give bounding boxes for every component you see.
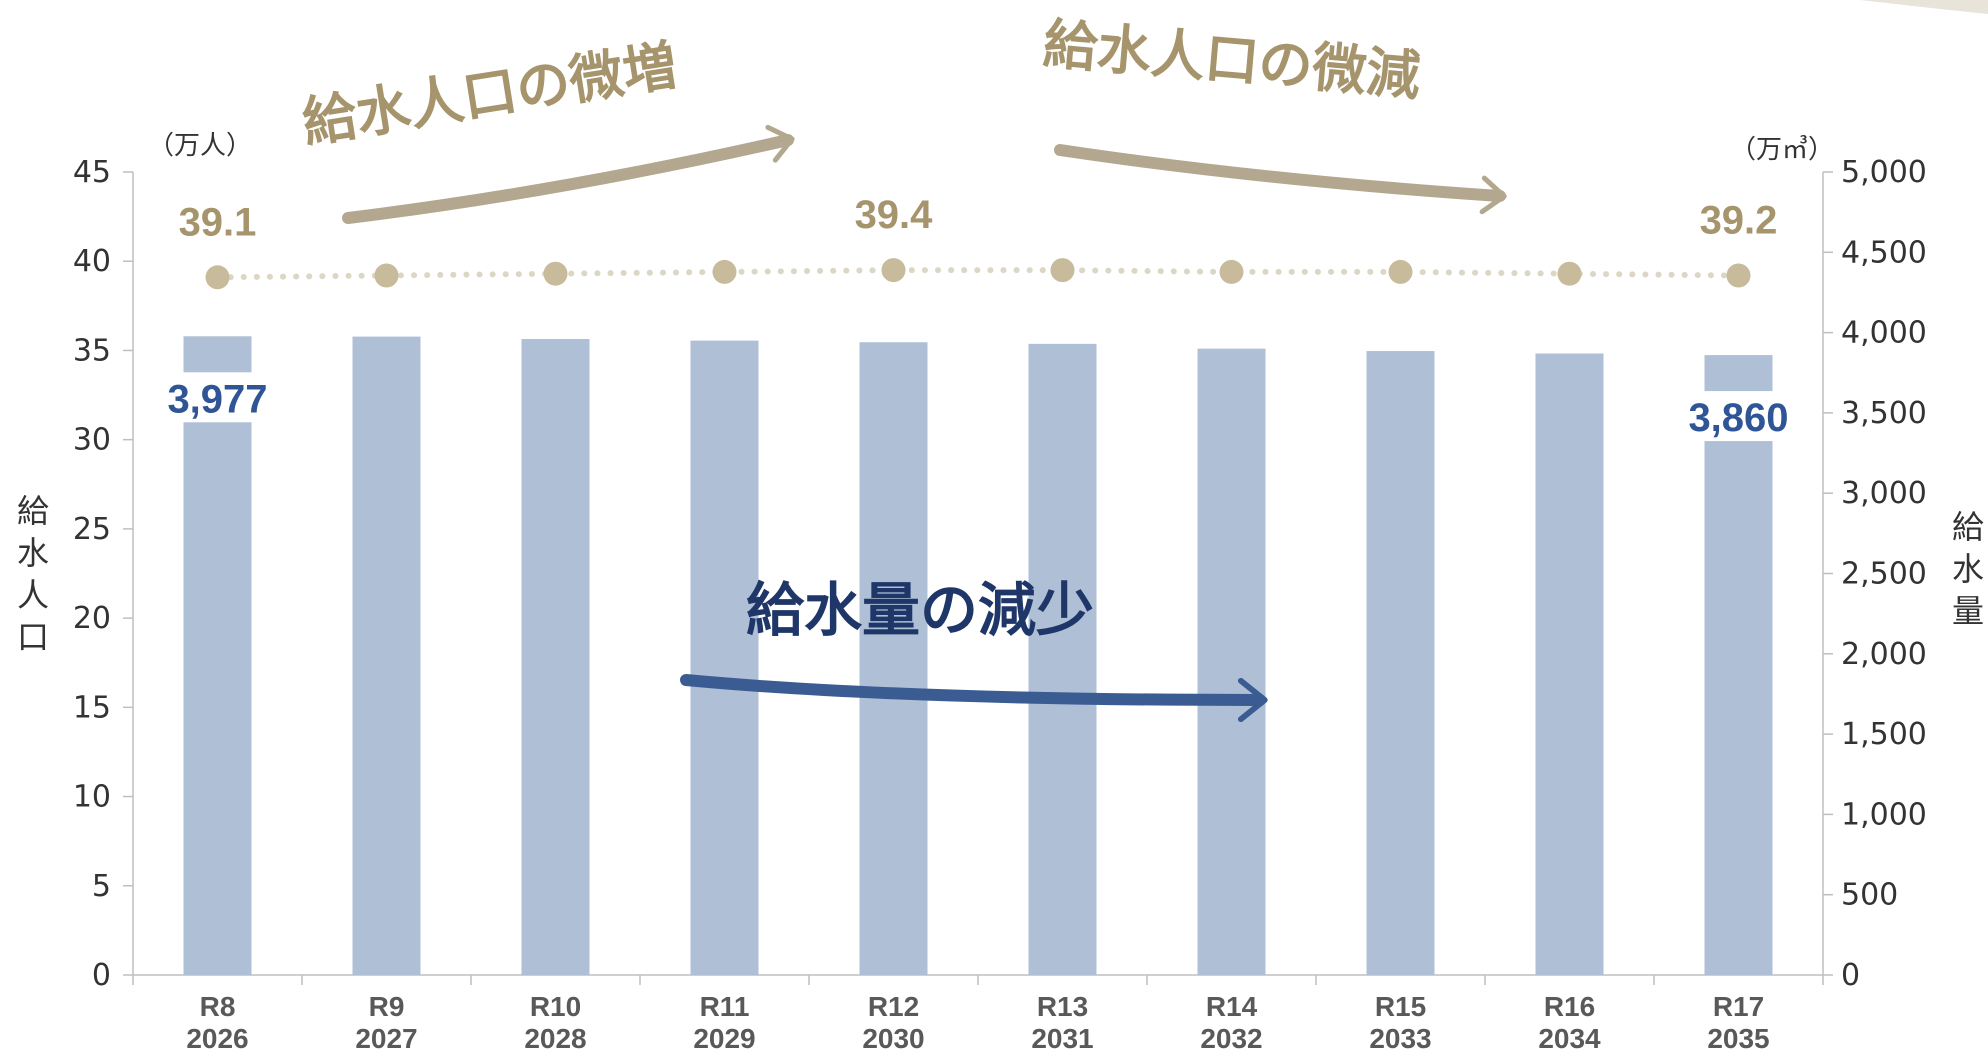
pop-decrease-arrow xyxy=(1054,144,1507,215)
left-tick-label: 20 xyxy=(73,601,111,636)
category-label-era: R8 xyxy=(200,991,236,1022)
volume-decrease-arrow xyxy=(680,674,1268,723)
right-tick-label: 4,000 xyxy=(1841,316,1927,351)
right-tick-label: 1,500 xyxy=(1841,717,1927,752)
bar-R17 xyxy=(1704,355,1773,976)
category-label-year: 2032 xyxy=(1200,1023,1262,1054)
population-marker-R14 xyxy=(1219,259,1244,284)
volume-label-background xyxy=(159,372,276,423)
population-marker-R12 xyxy=(881,258,906,283)
volume-label-background xyxy=(1680,391,1797,442)
left-tick-label: 0 xyxy=(92,958,111,993)
category-label-year: 2027 xyxy=(355,1023,417,1054)
right-tick-label: 1,000 xyxy=(1841,797,1927,832)
bar-R8 xyxy=(183,336,252,975)
category-label-year: 2026 xyxy=(186,1023,248,1054)
category-label-era: R15 xyxy=(1375,991,1426,1022)
left-tick-label: 45 xyxy=(73,155,111,190)
left-unit-label: （万人） xyxy=(148,131,252,161)
bar-R16 xyxy=(1535,353,1604,975)
right-axis-title-char: 水 xyxy=(1952,550,1984,588)
right-unit-label: （万㎥） xyxy=(1730,135,1834,165)
right-tick-label: 3,000 xyxy=(1841,476,1927,511)
annotation-volume-decrease-text: 給水量の減少 xyxy=(746,576,1094,644)
right-axis-title-char: 量 xyxy=(1952,592,1984,630)
volume-data-label: 3,977 xyxy=(167,377,267,421)
bar-R14 xyxy=(1197,348,1266,975)
category-label-era: R17 xyxy=(1713,991,1764,1022)
category-label-era: R9 xyxy=(369,991,405,1022)
annotation-pop-decrease-text: 給水人口の微減 xyxy=(1041,12,1423,108)
population-data-label: 39.2 xyxy=(1700,198,1778,242)
population-marker-R9 xyxy=(374,263,399,288)
bar-R9 xyxy=(352,336,421,975)
right-tick-label: 3,500 xyxy=(1841,396,1927,431)
category-label-year: 2034 xyxy=(1538,1023,1601,1054)
category-label-era: R16 xyxy=(1544,991,1595,1022)
annotation-pop-increase-text: 給水人口の微増 xyxy=(298,33,681,154)
category-label-era: R10 xyxy=(530,991,581,1022)
category-label-year: 2029 xyxy=(693,1023,755,1054)
category-label-year: 2033 xyxy=(1369,1023,1431,1054)
data-labels: 39.1 39.4 39.2 3,977 3,860 xyxy=(159,193,1797,442)
left-tick-label: 40 xyxy=(73,244,111,279)
population-marker-R11 xyxy=(712,259,737,284)
category-label-year: 2031 xyxy=(1031,1023,1093,1054)
right-tick-label: 0 xyxy=(1841,958,1860,993)
right-axis-title: 給水量 xyxy=(1952,508,1984,630)
left-tick-label: 10 xyxy=(73,780,111,815)
category-label-year: 2030 xyxy=(862,1023,924,1054)
left-tick-label: 35 xyxy=(73,333,111,368)
population-line-series xyxy=(205,258,1751,290)
annotation-volume-decrease: 給水量の減少 xyxy=(680,576,1268,723)
left-axis-title-char: 給 xyxy=(17,492,49,530)
category-label-era: R14 xyxy=(1206,991,1258,1022)
annotation-pop-decrease: 給水人口の微減 xyxy=(1041,12,1507,215)
left-tick-label: 5 xyxy=(92,869,111,904)
left-axis-title-char: 水 xyxy=(17,534,49,572)
left-tick-label: 30 xyxy=(73,423,111,458)
category-label-year: 2035 xyxy=(1707,1023,1769,1054)
left-axis-title: 給水人口 xyxy=(17,492,49,656)
left-tick-label: 15 xyxy=(73,690,111,725)
population-marker-R8 xyxy=(205,265,230,290)
left-axis-title-char: 口 xyxy=(17,618,49,656)
population-marker-R10 xyxy=(543,261,568,286)
population-marker-R13 xyxy=(1050,258,1075,283)
volume-data-label: 3,860 xyxy=(1688,396,1788,440)
bar-R15 xyxy=(1366,351,1435,976)
population-data-label: 39.4 xyxy=(855,193,934,237)
bar-R10 xyxy=(521,339,590,975)
category-label-era: R12 xyxy=(868,991,919,1022)
left-axis-title-char: 人 xyxy=(17,576,49,614)
category-label-era: R13 xyxy=(1037,991,1088,1022)
right-tick-label: 2,000 xyxy=(1841,637,1927,672)
left-tick-label: 25 xyxy=(73,512,111,547)
population-marker-R15 xyxy=(1388,259,1413,284)
category-label-era: R11 xyxy=(700,991,750,1022)
right-tick-label: 2,500 xyxy=(1841,557,1927,592)
bar-R12 xyxy=(859,342,928,976)
pop-increase-arrow xyxy=(342,124,795,224)
right-tick-label: 5,000 xyxy=(1841,155,1927,190)
category-label-year: 2028 xyxy=(524,1023,586,1054)
population-dotted-line xyxy=(214,267,1742,281)
right-tick-label: 500 xyxy=(1841,878,1898,913)
right-tick-label: 4,500 xyxy=(1841,235,1927,270)
bar-R13 xyxy=(1028,343,1097,975)
population-marker-R17 xyxy=(1726,263,1751,288)
axes: 0 5 10 15 20 25 30 35 40 45 0 500 1,000 1,500 2,000 2,5… xyxy=(73,155,1927,993)
annotation-pop-increase: 給水人口の微増 xyxy=(298,33,795,224)
bar-series xyxy=(183,336,1773,976)
bar-R11 xyxy=(690,340,759,975)
right-axis-title-char: 給 xyxy=(1952,508,1984,546)
corner-decoration xyxy=(1860,0,1988,14)
population-marker-R16 xyxy=(1557,261,1582,286)
population-data-label: 39.1 xyxy=(179,200,257,244)
